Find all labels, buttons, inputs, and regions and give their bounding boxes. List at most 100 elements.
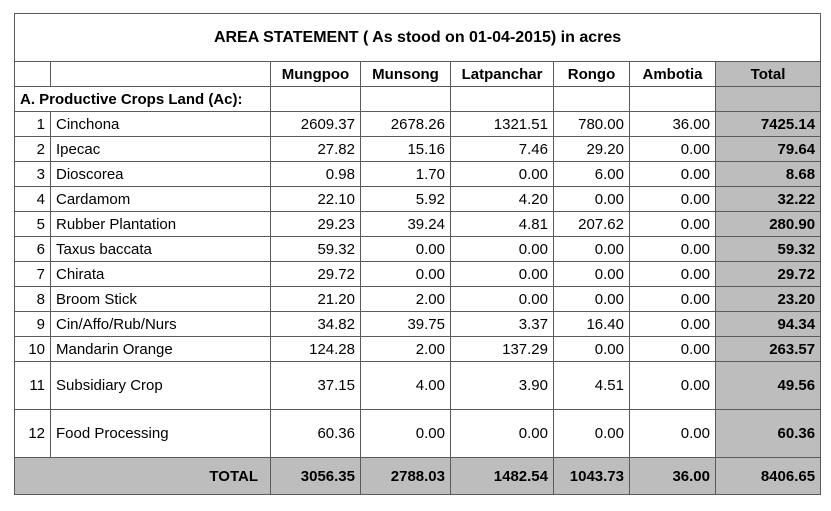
row-total-cell: 60.36	[714, 409, 822, 458]
area-cell: 21.20	[270, 286, 361, 312]
total-cell: 36.00	[629, 457, 716, 495]
column-header-ambotia: Ambotia	[629, 61, 716, 87]
area-cell: 0.00	[629, 336, 716, 362]
crop-name: Subsidiary Crop	[50, 361, 271, 410]
section-cell	[629, 86, 716, 112]
area-cell: 16.40	[553, 311, 630, 337]
total-cell: 2788.03	[360, 457, 451, 495]
area-cell: 27.82	[270, 136, 361, 162]
row-number: 5	[14, 211, 51, 237]
area-cell: 0.00	[360, 236, 451, 262]
area-cell: 37.15	[270, 361, 361, 410]
area-cell: 0.00	[553, 286, 630, 312]
column-header-rongo: Rongo	[553, 61, 630, 87]
area-cell: 780.00	[553, 111, 630, 137]
section-cell	[553, 86, 630, 112]
crop-name: Ipecac	[50, 136, 271, 162]
total-label: TOTAL	[14, 457, 271, 495]
table-row: 9 Cin/Affo/Rub/Nurs 34.82 39.75 3.37 16.40 0.0…	[14, 311, 822, 337]
header-blank-index	[14, 61, 51, 87]
crop-name: Cin/Affo/Rub/Nurs	[50, 311, 271, 337]
table-row: 5 Rubber Plantation 29.23 39.24 4.81 207.62 0.…	[14, 211, 822, 237]
area-cell: 0.00	[629, 211, 716, 237]
row-total-cell: 8.68	[714, 161, 822, 187]
area-cell: 0.00	[629, 136, 716, 162]
table-row: 11 Subsidiary Crop 37.15 4.00 3.90 4.51 0.00 49…	[14, 361, 822, 410]
section-cell	[450, 86, 554, 112]
area-cell: 124.28	[270, 336, 361, 362]
area-cell: 3.37	[450, 311, 554, 337]
area-statement-sheet: AREA STATEMENT ( As stood on 01-04-2015)…	[13, 13, 822, 495]
row-number: 2	[14, 136, 51, 162]
area-cell: 0.00	[629, 261, 716, 287]
row-number: 9	[14, 311, 51, 337]
area-cell: 0.00	[553, 261, 630, 287]
crop-name: Cardamom	[50, 186, 271, 212]
area-cell: 0.00	[450, 161, 554, 187]
section-row: A. Productive Crops Land (Ac):	[14, 86, 822, 112]
row-number: 12	[14, 409, 51, 458]
area-cell: 0.00	[629, 361, 716, 410]
area-cell: 60.36	[270, 409, 361, 458]
crop-name: Taxus baccata	[50, 236, 271, 262]
column-header-total: Total	[714, 61, 822, 87]
area-cell: 0.00	[629, 286, 716, 312]
area-cell: 0.00	[629, 409, 716, 458]
area-cell: 207.62	[553, 211, 630, 237]
row-total-cell: 263.57	[714, 336, 822, 362]
row-number: 11	[14, 361, 51, 410]
table-row: 12 Food Processing 60.36 0.00 0.00 0.00 0.00 60…	[14, 409, 822, 458]
table-row: 2 Ipecac 27.82 15.16 7.46 29.20 0.00 79.64	[14, 136, 822, 162]
area-cell: 4.00	[360, 361, 451, 410]
area-cell: 29.23	[270, 211, 361, 237]
area-cell: 0.00	[360, 409, 451, 458]
header-row: Mungpoo Munsong Latpanchar Rongo Ambotia…	[14, 61, 822, 87]
crop-name: Cinchona	[50, 111, 271, 137]
area-cell: 0.00	[450, 286, 554, 312]
area-cell: 0.00	[450, 409, 554, 458]
area-cell: 59.32	[270, 236, 361, 262]
area-cell: 34.82	[270, 311, 361, 337]
row-total-cell: 59.32	[714, 236, 822, 262]
crop-name: Dioscorea	[50, 161, 271, 187]
crop-name: Food Processing	[50, 409, 271, 458]
area-cell: 0.00	[629, 186, 716, 212]
total-cell: 3056.35	[270, 457, 361, 495]
column-header-latpanchar: Latpanchar	[450, 61, 554, 87]
table-row: 8 Broom Stick 21.20 2.00 0.00 0.00 0.00 23.20	[14, 286, 822, 312]
grand-total-cell: 8406.65	[714, 457, 822, 495]
column-header-mungpoo: Mungpoo	[270, 61, 361, 87]
area-cell: 39.75	[360, 311, 451, 337]
area-cell: 0.98	[270, 161, 361, 187]
area-cell: 5.92	[360, 186, 451, 212]
area-cell: 0.00	[553, 186, 630, 212]
section-cell	[360, 86, 451, 112]
row-total-cell: 49.56	[714, 361, 822, 410]
header-blank-name	[50, 61, 271, 87]
area-cell: 7.46	[450, 136, 554, 162]
total-cell: 1043.73	[553, 457, 630, 495]
crop-name: Chirata	[50, 261, 271, 287]
area-cell: 29.72	[270, 261, 361, 287]
total-cell: 1482.54	[450, 457, 554, 495]
title-row: AREA STATEMENT ( As stood on 01-04-2015)…	[13, 13, 822, 62]
row-total-cell: 29.72	[714, 261, 822, 287]
row-total-cell: 79.64	[714, 136, 822, 162]
table-row: 1 Cinchona 2609.37 2678.26 1321.51 780.00 36.0…	[14, 111, 822, 137]
table-row: 6 Taxus baccata 59.32 0.00 0.00 0.00 0.00 59.32	[14, 236, 822, 262]
area-cell: 0.00	[450, 261, 554, 287]
section-total-cell	[714, 86, 822, 112]
crop-name: Mandarin Orange	[50, 336, 271, 362]
section-cell	[270, 86, 361, 112]
area-cell: 2678.26	[360, 111, 451, 137]
area-cell: 0.00	[553, 336, 630, 362]
row-total-cell: 7425.14	[714, 111, 822, 137]
area-cell: 0.00	[629, 161, 716, 187]
area-cell: 29.20	[553, 136, 630, 162]
area-cell: 4.81	[450, 211, 554, 237]
area-cell: 2.00	[360, 286, 451, 312]
row-number: 7	[14, 261, 51, 287]
table-row: 7 Chirata 29.72 0.00 0.00 0.00 0.00 29.72	[14, 261, 822, 287]
area-cell: 1321.51	[450, 111, 554, 137]
area-cell: 1.70	[360, 161, 451, 187]
